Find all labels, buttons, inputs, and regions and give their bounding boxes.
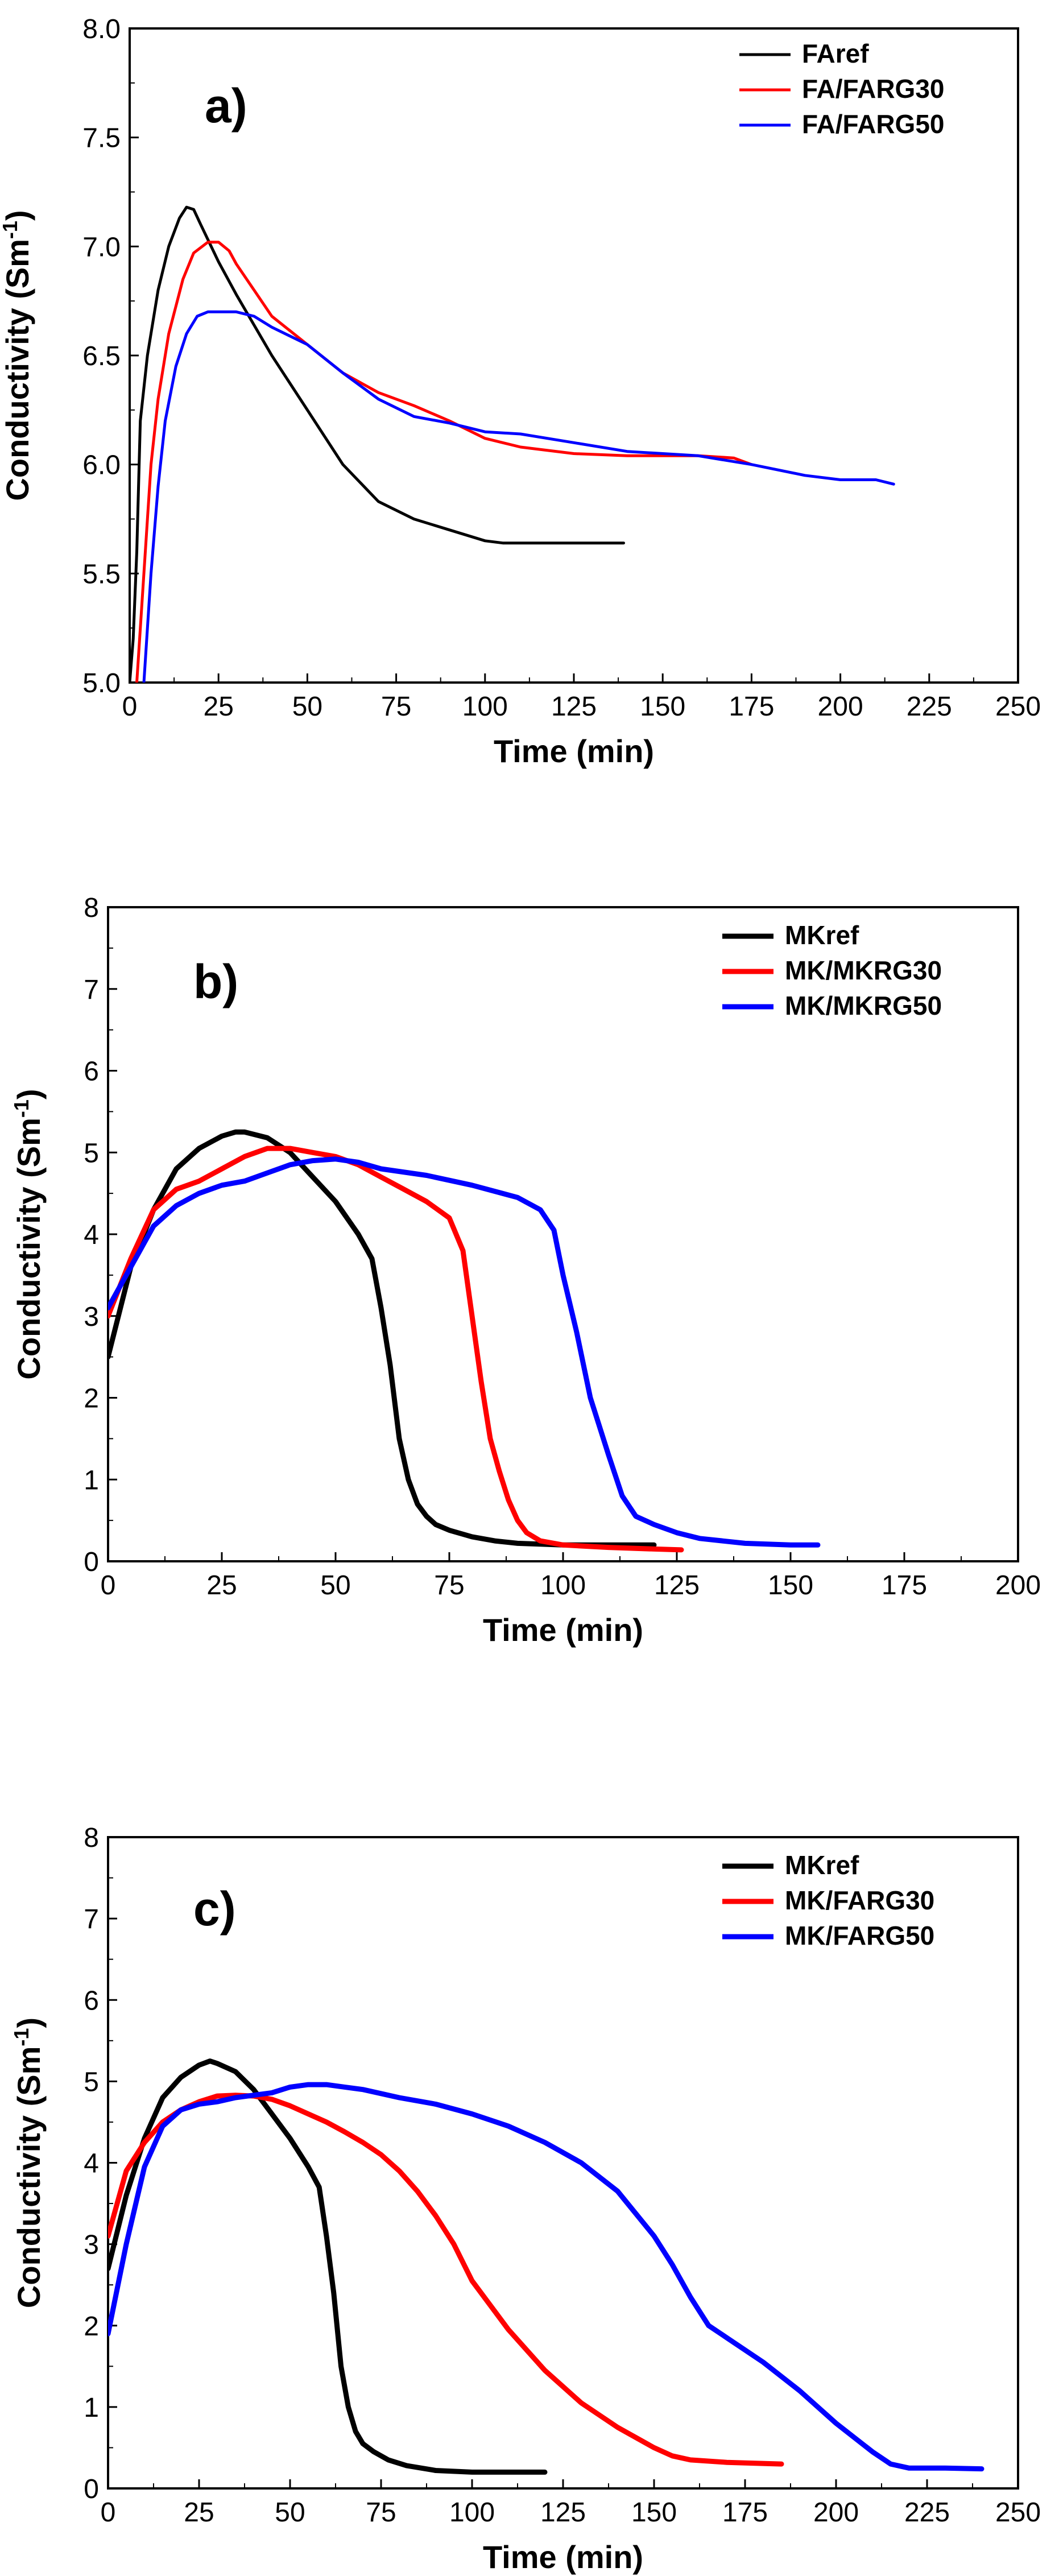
- series-line-mk-mkrg50: [108, 1156, 821, 1548]
- x-tick-label: 50: [320, 1570, 350, 1601]
- series-line-fa-farg30: [135, 241, 753, 683]
- x-tick-label: 0: [101, 1570, 116, 1601]
- legend-label: MK/FARG30: [785, 1886, 934, 1915]
- y-tick-label: 6: [84, 1986, 99, 2016]
- x-tick-label: 175: [882, 1570, 927, 1601]
- y-tick-label: 4: [84, 2149, 99, 2179]
- x-tick-label: 150: [631, 2498, 677, 2528]
- x-tick-label: 100: [449, 2498, 495, 2528]
- y-tick-label: 6: [84, 1057, 99, 1087]
- chart-panel-2: 0 25 50 75 100 125 150 175 200 0 1 2 3 4 5 6 7 8 Time (min…: [10, 893, 1041, 1648]
- x-tick-label: 175: [722, 2498, 768, 2528]
- x-tick-label: 0: [101, 2498, 116, 2528]
- x-tick-label: 50: [292, 692, 322, 722]
- x-tick-label: 125: [551, 692, 597, 722]
- y-tick-label: 6.0: [82, 450, 121, 481]
- series-group: [108, 1129, 821, 1553]
- y-tick-label: 5.0: [82, 668, 121, 698]
- legend-label: MKref: [785, 920, 859, 950]
- series-group: [130, 205, 895, 683]
- series-line-mk-farg50: [108, 2082, 984, 2472]
- y-tick-label: 8: [84, 893, 99, 923]
- y-tick-label: 7: [84, 1904, 99, 1934]
- x-tick-label: 50: [275, 2498, 305, 2528]
- y-tick-label: 4: [84, 1220, 99, 1250]
- y-tick-label: 7.5: [82, 123, 121, 154]
- legend-label: MK/MKRG50: [785, 991, 942, 1020]
- y-tick-label: 0: [84, 2474, 99, 2504]
- y-tick-label: 0: [84, 1547, 99, 1577]
- x-tick-label: 175: [729, 692, 774, 722]
- y-tick-label: 2: [84, 2312, 99, 2342]
- y-tick-label: 5: [84, 1138, 99, 1168]
- y-tick-label: 6.5: [82, 341, 121, 371]
- y-tick-label: 1: [84, 1465, 99, 1495]
- legend-label: FAref: [802, 39, 869, 68]
- y-tick-label: 5: [84, 2067, 99, 2097]
- series-line-mkref: [108, 2058, 548, 2475]
- y-axis-title: Conductivity (Sm-1): [10, 1089, 47, 1379]
- x-tick-label: 200: [995, 1570, 1041, 1601]
- series-line-mkref: [108, 1129, 657, 1548]
- panel-label: a): [205, 79, 247, 133]
- x-axis-title: Time (min): [483, 2539, 643, 2575]
- y-tick-label: 8.0: [82, 14, 121, 44]
- x-axis-title: Time (min): [483, 1612, 643, 1648]
- x-tick-label: 150: [640, 692, 685, 722]
- x-tick-label: 225: [904, 2498, 950, 2528]
- chart-panel-3: 0 25 50 75 100 125 150 175 200 225 250 0 1 2 3 4 5 6 7 8 Tim…: [10, 1823, 1041, 2575]
- x-tick-label: 125: [540, 2498, 586, 2528]
- y-tick-label: 3: [84, 2230, 99, 2260]
- y-tick-label: 3: [84, 1302, 99, 1332]
- x-tick-label: 200: [813, 2498, 859, 2528]
- x-tick-label: 225: [907, 692, 952, 722]
- x-tick-label: 75: [434, 1570, 464, 1601]
- legend: MKref MK/FARG30 MK/FARG50: [722, 1850, 934, 1950]
- x-tick-label: 25: [206, 1570, 237, 1601]
- x-tick-label: 150: [768, 1570, 813, 1601]
- legend-label: MK/FARG50: [785, 1921, 934, 1950]
- x-tick-label: 250: [995, 692, 1041, 722]
- legend-label: MKref: [785, 1850, 859, 1880]
- y-tick-label: 2: [84, 1384, 99, 1414]
- y-axis-title: Conductivity (Sm-1): [0, 210, 35, 501]
- chart-panel-1: 0 25 50 75 100 125 150 175 200 225 250 5.0 5.5 6.0 6.5…: [0, 14, 1041, 769]
- legend: FAref FA/FARG30 FA/FARG50: [739, 39, 945, 139]
- x-tick-label: 25: [184, 2498, 214, 2528]
- series-line-mk-mkrg30: [108, 1146, 684, 1553]
- y-tick-label: 7.0: [82, 232, 121, 262]
- y-tick-label: 5.5: [82, 559, 121, 589]
- x-tick-label: 250: [995, 2498, 1041, 2528]
- legend: MKref MK/MKRG30 MK/MKRG50: [722, 920, 942, 1020]
- legend-label: FA/FARG30: [802, 74, 945, 104]
- x-axis-title: Time (min): [494, 733, 654, 769]
- series-group: [108, 2058, 984, 2475]
- y-axis-title: Conductivity (Sm-1): [10, 2017, 47, 2308]
- legend-label: FA/FARG50: [802, 109, 945, 139]
- series-line-fa-farg50: [142, 310, 895, 683]
- x-tick-label: 100: [462, 692, 508, 722]
- series-line-faref: [130, 205, 625, 683]
- legend-label: MK/MKRG30: [785, 956, 942, 985]
- y-tick-label: 1: [84, 2393, 99, 2423]
- x-tick-label: 200: [818, 692, 863, 722]
- x-tick-label: 125: [654, 1570, 700, 1601]
- y-tick-label: 7: [84, 975, 99, 1005]
- x-tick-label: 75: [366, 2498, 396, 2528]
- panel-label: b): [193, 955, 238, 1008]
- x-tick-label: 0: [122, 692, 138, 722]
- x-tick-label: 25: [204, 692, 234, 722]
- x-tick-label: 75: [381, 692, 411, 722]
- x-tick-label: 100: [540, 1570, 586, 1601]
- panel-label: c): [193, 1882, 236, 1936]
- y-tick-label: 8: [84, 1823, 99, 1853]
